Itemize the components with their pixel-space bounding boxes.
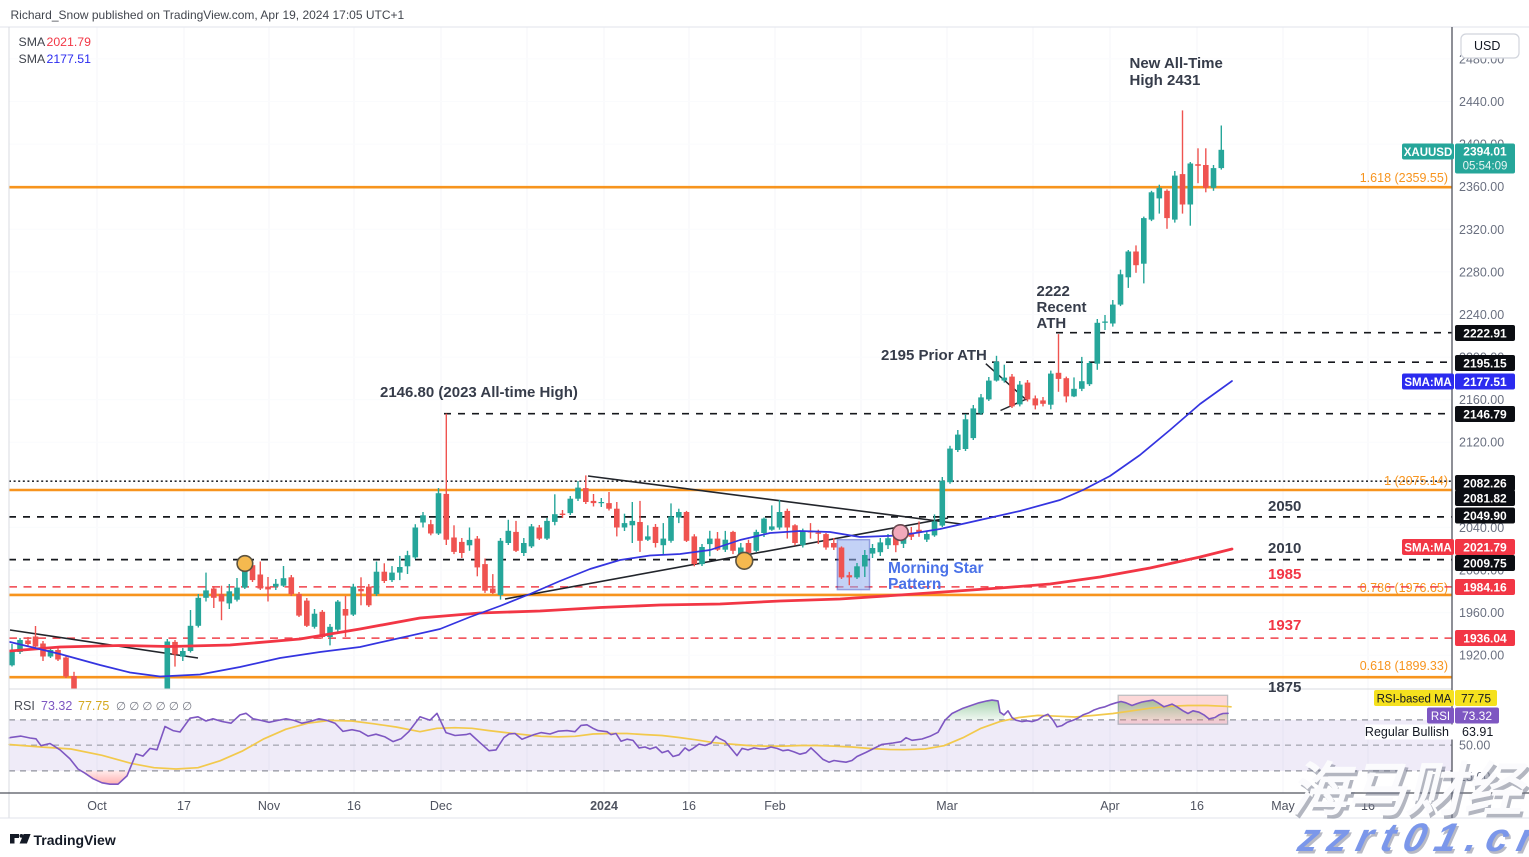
svg-text:2177.51: 2177.51 [47,52,92,66]
svg-text:ATH: ATH [1037,315,1067,332]
svg-text:2195 Prior ATH: 2195 Prior ATH [881,347,987,364]
svg-text:SMA:MA: SMA:MA [1404,542,1451,554]
svg-text:1985: 1985 [1268,566,1301,583]
svg-text:Pattern: Pattern [888,576,941,593]
svg-text:2222.91: 2222.91 [1463,326,1507,340]
svg-text:2146.80 (2023 All-time High): 2146.80 (2023 All-time High) [380,384,578,401]
svg-text:2280.00: 2280.00 [1459,265,1504,279]
svg-text:Richard_Snow published on Trad: Richard_Snow published on TradingView.co… [11,8,405,22]
svg-text:16: 16 [682,799,696,813]
svg-text:1 (2075.14): 1 (2075.14) [1384,474,1448,488]
svg-text:2021.79: 2021.79 [1463,540,1507,554]
svg-text:1875: 1875 [1268,679,1301,696]
svg-text:SMA:MA: SMA:MA [1404,377,1451,389]
svg-text:Mar: Mar [936,799,958,813]
svg-text:RSI-based MA: RSI-based MA [1377,693,1452,705]
svg-text:海马财经: 海马财经 [1289,762,1529,826]
svg-text:XAUUSD: XAUUSD [1404,147,1453,159]
svg-text:25.00: 25.00 [1459,770,1490,784]
svg-text:Dec: Dec [430,799,452,813]
svg-text:2240.00: 2240.00 [1459,308,1504,322]
svg-text:0.786 (1976.65): 0.786 (1976.65) [1360,581,1448,595]
svg-text:77.75: 77.75 [78,699,109,713]
svg-text:Recent: Recent [1037,299,1087,316]
svg-text:海马财经: 海马财经 [1287,759,1529,823]
svg-text:1937: 1937 [1268,617,1301,634]
svg-text:2160.00: 2160.00 [1459,393,1504,407]
svg-text:77.75: 77.75 [1461,691,1491,705]
svg-text:Oct: Oct [87,799,107,813]
svg-text:May: May [1271,799,1295,813]
svg-text:Feb: Feb [764,799,786,813]
svg-text:SMA: SMA [19,52,46,66]
svg-text:RSI: RSI [1431,711,1450,723]
svg-text:zzrt01.cn: zzrt01.cn [1295,817,1529,857]
svg-text:2049.90: 2049.90 [1463,509,1507,523]
svg-text:2177.51: 2177.51 [1463,375,1507,389]
svg-text:∅ ∅ ∅ ∅ ∅ ∅: ∅ ∅ ∅ ∅ ∅ ∅ [116,701,192,713]
svg-text:TradingView: TradingView [34,832,116,848]
svg-text:16: 16 [347,799,361,813]
svg-text:1920.00: 1920.00 [1459,649,1504,663]
svg-text:2082.26: 2082.26 [1463,476,1507,490]
svg-text:1984.16: 1984.16 [1463,580,1507,594]
svg-text:zzrt01.cn: zzrt01.cn [1293,815,1529,857]
svg-text:2222: 2222 [1037,283,1070,300]
svg-text:73.32: 73.32 [41,699,72,713]
svg-text:Morning Star: Morning Star [888,560,984,577]
svg-text:2195.15: 2195.15 [1463,356,1507,370]
svg-text:New All-Time: New All-Time [1130,55,1223,72]
svg-text:2040.00: 2040.00 [1459,521,1504,535]
svg-text:17: 17 [177,799,191,813]
svg-text:73.32: 73.32 [1462,709,1492,723]
svg-text:1960.00: 1960.00 [1459,606,1504,620]
svg-text:2010: 2010 [1268,540,1301,557]
svg-text:2081.82: 2081.82 [1463,491,1507,505]
svg-text:2120.00: 2120.00 [1459,436,1504,450]
svg-text:USD: USD [1474,39,1500,53]
svg-text:High 2431: High 2431 [1130,72,1201,89]
svg-text:2021.79: 2021.79 [47,35,92,49]
svg-text:2440.00: 2440.00 [1459,95,1504,109]
svg-text:RSI: RSI [14,699,35,713]
svg-text:2146.79: 2146.79 [1463,407,1507,421]
svg-text:2360.00: 2360.00 [1459,180,1504,194]
svg-text:2320.00: 2320.00 [1459,223,1504,237]
svg-text:2024: 2024 [590,799,618,813]
svg-text:16: 16 [1190,799,1204,813]
svg-text:2009.75: 2009.75 [1463,556,1507,570]
svg-text:Regular Bullish: Regular Bullish [1365,725,1449,739]
svg-text:1.618 (2359.55): 1.618 (2359.55) [1360,171,1448,185]
svg-text:50.00: 50.00 [1459,739,1490,753]
svg-text:63.91: 63.91 [1462,725,1493,739]
svg-text:SMA: SMA [19,35,46,49]
svg-text:05:54:09: 05:54:09 [1463,161,1508,173]
svg-text:1936.04: 1936.04 [1463,631,1507,645]
svg-text:Apr: Apr [1100,799,1119,813]
svg-text:16: 16 [1361,799,1375,813]
svg-text:2050: 2050 [1268,498,1301,515]
svg-text:0.618 (1899.33): 0.618 (1899.33) [1360,659,1448,673]
svg-text:Nov: Nov [258,799,281,813]
svg-text:2394.01: 2394.01 [1463,145,1507,159]
